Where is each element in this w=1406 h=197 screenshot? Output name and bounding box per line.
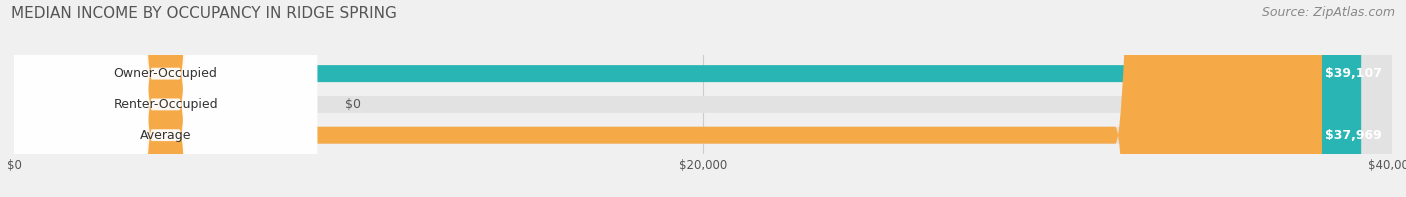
FancyBboxPatch shape xyxy=(14,0,318,197)
Text: MEDIAN INCOME BY OCCUPANCY IN RIDGE SPRING: MEDIAN INCOME BY OCCUPANCY IN RIDGE SPRI… xyxy=(11,6,396,21)
FancyBboxPatch shape xyxy=(14,0,318,197)
FancyBboxPatch shape xyxy=(14,0,1322,197)
Text: Renter-Occupied: Renter-Occupied xyxy=(114,98,218,111)
Text: Owner-Occupied: Owner-Occupied xyxy=(114,67,218,80)
FancyBboxPatch shape xyxy=(14,0,1392,197)
Text: Average: Average xyxy=(139,129,191,142)
FancyBboxPatch shape xyxy=(14,0,1392,197)
Text: Source: ZipAtlas.com: Source: ZipAtlas.com xyxy=(1261,6,1395,19)
Text: $37,969: $37,969 xyxy=(1324,129,1382,142)
Text: $39,107: $39,107 xyxy=(1324,67,1382,80)
FancyBboxPatch shape xyxy=(14,0,1392,197)
FancyBboxPatch shape xyxy=(14,0,318,197)
FancyBboxPatch shape xyxy=(14,0,1361,197)
Text: $0: $0 xyxy=(344,98,361,111)
